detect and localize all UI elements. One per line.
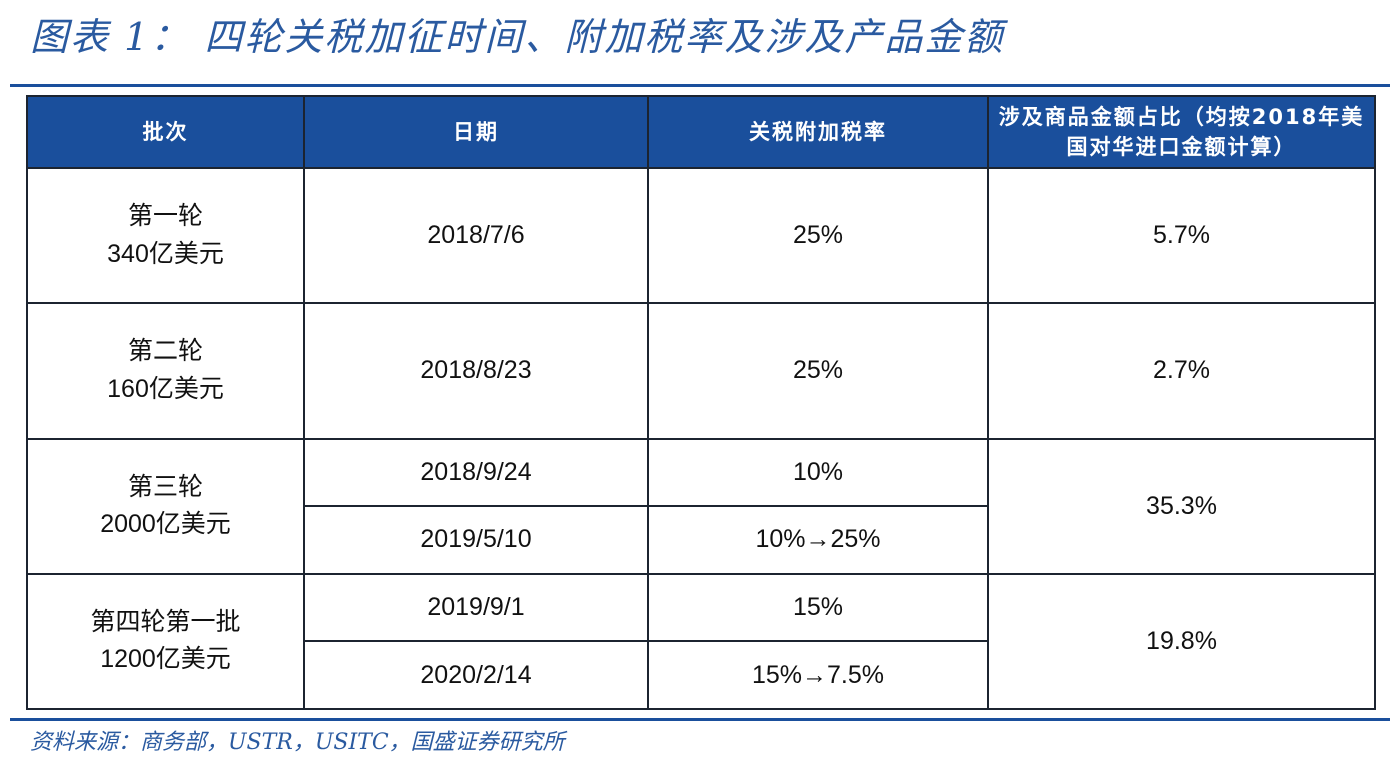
share-cell: 35.3% xyxy=(987,437,1376,575)
batch-cell: 第四轮第一批 1200亿美元 xyxy=(26,572,305,711)
batch-name: 第三轮 xyxy=(127,472,203,501)
table-row: 2019/5/10 10%→25% xyxy=(27,505,1375,575)
date-cell: 2018/8/23 xyxy=(303,302,649,440)
rate-cell: 25% xyxy=(647,166,989,305)
batch-amount: 160亿美元 xyxy=(107,374,224,403)
date-cell: 2018/9/24 xyxy=(303,437,649,508)
header-share: 涉及商品金额占比（均按2018年美国对华进口金额计算） xyxy=(987,95,1376,169)
table-row: 2020/2/14 15%→7.5% xyxy=(27,640,1375,710)
rate-cell: 15% xyxy=(647,572,989,643)
rate-cell: 10% xyxy=(647,437,989,508)
table-row: 第二轮 160亿美元 2018/8/23 25% 2.7% xyxy=(26,302,1376,440)
header-rate: 关税附加税率 xyxy=(647,95,989,169)
share-cell: 2.7% xyxy=(987,302,1376,440)
batch-amount: 340亿美元 xyxy=(107,239,224,268)
batch-cell: 第一轮 340亿美元 xyxy=(26,166,305,305)
table-row: 第三轮 2000亿美元 2018/9/24 10% 35.3% xyxy=(26,437,1376,575)
table-row: 第一轮 340亿美元 2018/7/6 25% 5.7% xyxy=(26,166,1376,305)
header-batch: 批次 xyxy=(26,95,305,169)
rate-cell: 25% xyxy=(647,302,989,440)
batch-cell: 第二轮 160亿美元 xyxy=(26,302,305,440)
header-date: 日期 xyxy=(303,95,649,169)
table-row: 第四轮第一批 1200亿美元 2019/9/1 15% 19.8% xyxy=(26,572,1376,711)
date-cell: 2020/2/14 xyxy=(303,640,649,710)
tariff-table: 批次 日期 关税附加税率 涉及商品金额占比（均按2018年美国对华进口金额计算）… xyxy=(26,95,1376,711)
batch-cell: 第三轮 2000亿美元 xyxy=(26,437,305,575)
share-cell: 5.7% xyxy=(987,166,1376,305)
source-note: 资料来源：商务部，USTR，USITC，国盛证券研究所 xyxy=(30,730,565,755)
batch-amount: 1200亿美元 xyxy=(100,645,231,674)
header-row: 批次 日期 关税附加税率 涉及商品金额占比（均按2018年美国对华进口金额计算） xyxy=(26,95,1376,169)
date-cell: 2019/9/1 xyxy=(303,572,649,643)
rate-cell: 10%→25% xyxy=(647,505,989,575)
bottom-divider xyxy=(10,718,1390,721)
batch-name: 第二轮 xyxy=(127,337,203,366)
figure-title: 图表 1： 四轮关税加征时间、附加税率及涉及产品金额 xyxy=(30,15,1005,59)
share-cell: 19.8% xyxy=(987,572,1376,711)
batch-name: 第一轮 xyxy=(127,202,203,231)
batch-amount: 2000亿美元 xyxy=(100,510,231,539)
date-cell: 2018/7/6 xyxy=(303,166,649,305)
top-divider xyxy=(10,84,1390,87)
batch-name: 第四轮第一批 xyxy=(90,607,241,636)
rate-cell: 15%→7.5% xyxy=(647,640,989,710)
date-cell: 2019/5/10 xyxy=(303,505,649,575)
